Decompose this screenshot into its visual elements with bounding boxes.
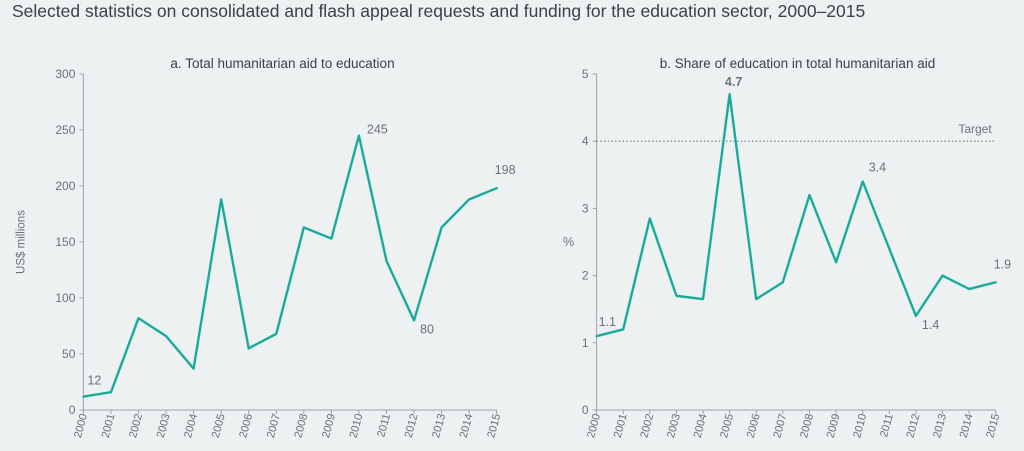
svg-text:2006: 2006 [745,413,763,440]
svg-text:2006: 2006 [237,413,255,440]
svg-text:2005: 2005 [210,413,228,440]
svg-text:3: 3 [582,201,589,215]
svg-text:2015: 2015 [485,413,503,440]
svg-text:2008: 2008 [798,413,816,440]
svg-text:2010: 2010 [851,413,869,440]
svg-text:2014: 2014 [958,413,976,440]
svg-text:2013: 2013 [931,413,949,440]
svg-text:2007: 2007 [771,413,789,440]
svg-text:0: 0 [69,403,76,417]
svg-text:2014: 2014 [458,413,476,440]
svg-text:2004: 2004 [692,413,710,440]
svg-text:Target: Target [958,122,992,136]
svg-text:1.9: 1.9 [994,257,1011,271]
svg-text:2013: 2013 [430,413,448,440]
svg-text:200: 200 [55,179,75,193]
svg-text:1: 1 [582,336,589,350]
svg-text:2015: 2015 [984,413,1002,440]
svg-text:2009: 2009 [320,413,338,440]
svg-text:US$ millions: US$ millions [15,210,27,274]
svg-text:198: 198 [495,163,516,177]
svg-text:2012: 2012 [905,413,923,440]
svg-text:250: 250 [55,123,75,137]
svg-text:2011: 2011 [375,413,393,439]
svg-text:3.4: 3.4 [869,161,886,175]
svg-text:2001: 2001 [100,413,118,440]
svg-text:2007: 2007 [265,413,283,440]
svg-text:2001: 2001 [612,413,630,440]
svg-text:4.7: 4.7 [725,75,742,89]
svg-text:2009: 2009 [825,413,843,440]
svg-text:2002: 2002 [638,413,656,440]
svg-text:2003: 2003 [155,413,173,440]
svg-text:2003: 2003 [665,413,683,440]
svg-text:2011: 2011 [878,413,896,439]
svg-text:100: 100 [55,291,75,305]
svg-text:%: % [563,235,574,249]
svg-text:2010: 2010 [348,413,366,440]
svg-text:2: 2 [582,269,589,283]
svg-text:50: 50 [62,347,76,361]
svg-text:0: 0 [582,403,589,417]
svg-text:2004: 2004 [182,413,200,440]
svg-text:150: 150 [55,235,75,249]
svg-text:2012: 2012 [403,413,421,440]
svg-text:1.1: 1.1 [599,315,616,329]
svg-text:300: 300 [55,67,75,81]
svg-text:1.4: 1.4 [922,318,939,332]
svg-text:80: 80 [420,322,434,336]
svg-text:5: 5 [582,67,589,81]
svg-text:2008: 2008 [292,413,310,440]
svg-text:2002: 2002 [127,413,145,440]
svg-text:2005: 2005 [718,413,736,440]
svg-text:245: 245 [367,123,388,137]
svg-text:4: 4 [582,134,589,148]
svg-text:12: 12 [87,374,101,388]
